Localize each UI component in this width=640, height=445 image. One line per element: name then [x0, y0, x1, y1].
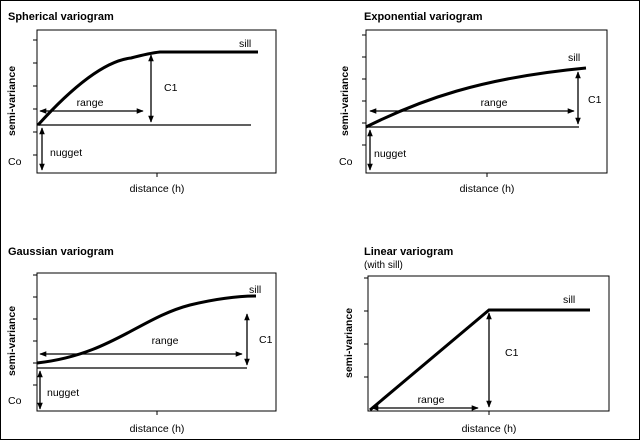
nugget-label: nugget: [47, 387, 79, 399]
c1-label: C1: [164, 82, 178, 94]
range-label: range: [481, 97, 508, 109]
panel-linear: Linear variogram (with sill) semi-varian…: [343, 246, 610, 435]
range-label: range: [77, 97, 104, 109]
sill-label: sill: [239, 38, 251, 50]
x-axis-label: distance (h): [460, 183, 515, 195]
axis-ticks: [33, 39, 158, 177]
range-label: range: [152, 335, 179, 347]
panel-title: Linear variogram: [364, 246, 453, 258]
axis-ticks: [364, 277, 490, 415]
spherical-curve: [36, 50, 258, 127]
y-axis-label: semi-variance: [343, 308, 355, 378]
c1-label: C1: [588, 94, 602, 106]
x-axis-label: distance (h): [130, 183, 185, 195]
axis-ticks: [362, 34, 488, 177]
linear-curve: [369, 308, 590, 412]
nugget-label: nugget: [50, 147, 82, 159]
panel-exponential: Exponential variogram semi-variance dist…: [339, 11, 608, 195]
co-label: Co: [8, 395, 22, 407]
axis-ticks: [33, 274, 158, 415]
nugget-label: nugget: [374, 148, 406, 160]
x-axis-label: distance (h): [130, 423, 185, 435]
exponential-curve: [365, 66, 587, 129]
c1-label: C1: [505, 347, 519, 359]
y-axis-label: semi-variance: [6, 306, 18, 376]
panel-title: Spherical variogram: [8, 11, 114, 23]
x-axis-label: distance (h): [462, 423, 517, 435]
panel-title: Gaussian variogram: [8, 246, 114, 258]
y-axis-label: semi-variance: [339, 66, 351, 136]
sill-label: sill: [568, 52, 580, 64]
gaussian-curve: [36, 294, 257, 365]
co-label: Co: [339, 156, 353, 168]
y-axis-label: semi-variance: [6, 66, 18, 136]
panel-title: Exponential variogram: [364, 11, 483, 23]
panel-subtitle: (with sill): [364, 260, 403, 271]
panel-spherical: Spherical variogram semi-variance distan…: [6, 11, 277, 195]
co-label: Co: [8, 156, 22, 168]
sill-label: sill: [249, 284, 261, 296]
range-label: range: [418, 394, 445, 406]
c1-label: C1: [259, 334, 273, 346]
panel-gaussian: Gaussian variogram semi-variance distanc…: [6, 246, 277, 435]
sill-label: sill: [563, 294, 575, 306]
